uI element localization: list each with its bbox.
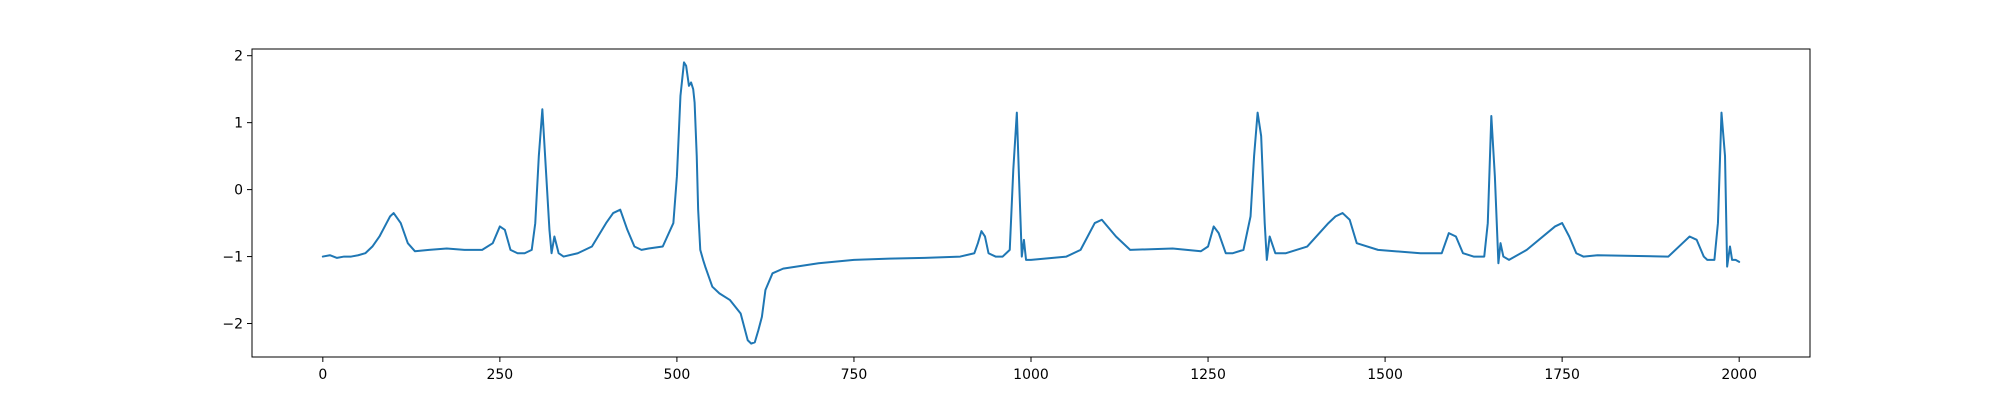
x-tick-label: 250: [486, 367, 513, 383]
y-axis: 2 1 0 −1 −2: [222, 49, 252, 333]
x-tick-label: 1000: [1013, 367, 1049, 383]
x-tick-label: 500: [664, 367, 691, 383]
y-tick-label: −2: [222, 317, 243, 333]
x-tick-label: 1250: [1190, 367, 1226, 383]
series-line-signal: [321, 61, 1741, 345]
x-tick-label: 750: [841, 367, 868, 383]
x-tick-label: 2000: [1721, 367, 1757, 383]
y-tick-label: 1: [234, 116, 243, 132]
y-tick-label: 2: [234, 49, 243, 65]
x-tick-label: 1500: [1367, 367, 1403, 383]
x-tick-label: 0: [318, 367, 327, 383]
axes-frame: [251, 48, 1811, 358]
plot-area: [321, 61, 1741, 345]
x-tick-label: 1750: [1544, 367, 1580, 383]
y-tick-label: 0: [234, 183, 243, 199]
y-tick-label: −1: [222, 250, 243, 266]
x-axis: 0 250 500 750 1000 1250 1500 1750 2000: [318, 357, 1757, 383]
